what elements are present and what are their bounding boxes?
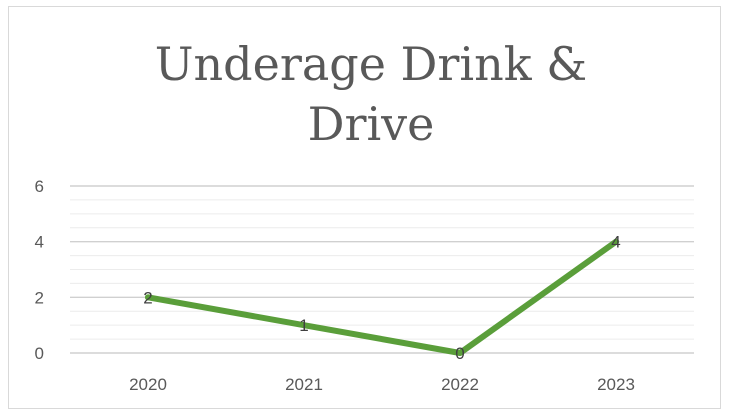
chart-frame [8,6,721,409]
data-point [613,238,619,245]
series-line [145,238,619,356]
chart-title: Underage Drink & Drive [155,37,587,151]
data-point [457,350,463,356]
series [145,238,619,356]
gridlines [70,185,694,354]
x-tick-label: 2023 [597,375,635,394]
data-labels: 2 1 0 4 [143,233,620,363]
chart-title-line-1: Underage Drink & [155,37,587,91]
data-label: 1 [299,316,308,335]
data-point [301,322,307,329]
y-tick-label: 6 [35,177,44,196]
y-tick-label: 4 [35,233,44,252]
chart-title-line-2: Drive [308,97,435,151]
x-tick-label: 2021 [285,375,323,394]
x-tick-label: 2022 [441,375,479,394]
y-tick-label: 2 [35,288,44,307]
data-point [145,294,151,301]
data-label: 4 [611,233,620,252]
y-tick-label: 0 [35,344,44,363]
y-axis-tick-labels: 0 2 4 6 [35,177,44,363]
x-axis-tick-labels: 2020 2021 2022 2023 [129,375,635,394]
x-tick-label: 2020 [129,375,167,394]
data-label: 0 [455,344,464,363]
data-label: 2 [143,288,152,307]
